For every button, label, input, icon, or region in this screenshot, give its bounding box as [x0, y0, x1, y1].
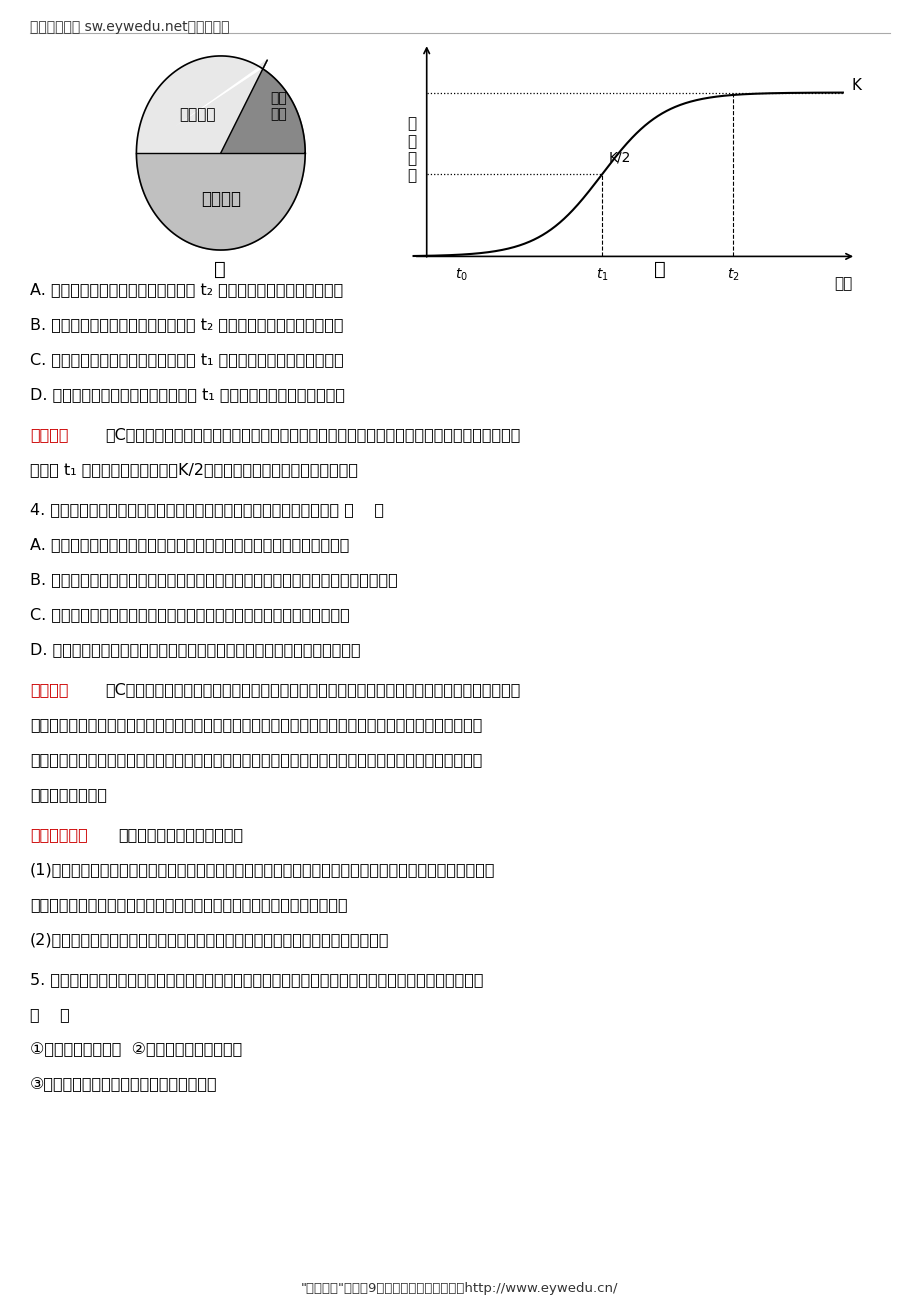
- Text: K/2: K/2: [607, 151, 630, 164]
- Text: （    ）: （ ）: [30, 1006, 70, 1022]
- Text: D. 标志重捕法调查草原田鼠种群密度时，田鼠在被捕捉过一次后更难被捕捉: D. 标志重捕法调查草原田鼠种群密度时，田鼠在被捕捉过一次后更难被捕捉: [30, 642, 360, 658]
- Text: 时间: 时间: [833, 276, 851, 292]
- Text: B. 探究培养液中酵母菌种群数量的变化时，从试管中吸出培养液计数前没有振荡试管: B. 探究培养液中酵母菌种群数量的变化时，从试管中吸出培养液计数前没有振荡试管: [30, 572, 397, 587]
- Text: D. 甲图的年龄组成是稳定型，在乙图 t₁ 时期很可能属于这种年龄组成: D. 甲图的年龄组成是稳定型，在乙图 t₁ 时期很可能属于这种年龄组成: [30, 387, 345, 402]
- Polygon shape: [136, 152, 305, 250]
- Text: 调查值偏高；探究培养液中酵母菌种群数量的变化时，没有振荡试管，酵母菌分布不均匀，可能取到密度大: 调查值偏高；探究培养液中酵母菌种群数量的变化时，没有振荡试管，酵母菌分布不均匀，…: [30, 717, 482, 732]
- Text: 成年个体: 成年个体: [178, 108, 215, 122]
- Text: 生物备课大师 sw.eywedu.net【全免费】: 生物备课大师 sw.eywedu.net【全免费】: [30, 20, 229, 34]
- Text: 选C。标记物的脱落和捕捉一次后更难捕捉都会使在第二次重捕时，有标记物的个体减少，从而使: 选C。标记物的脱落和捕捉一次后更难捕捉都会使在第二次重捕时，有标记物的个体减少，…: [105, 682, 520, 697]
- Text: 选C。甲图中幼年个体所占比例明显大于其他两种年龄阶段的个体比例，所以年龄组成为增长型；: 选C。甲图中幼年个体所占比例明显大于其他两种年龄阶段的个体比例，所以年龄组成为增…: [105, 427, 520, 441]
- Text: 4. 下列调查活动或实验中，所得到数值与实际数值相比，肯定偏小的是 （    ）: 4. 下列调查活动或实验中，所得到数值与实际数值相比，肯定偏小的是 （ ）: [30, 503, 383, 517]
- Text: 【解析】: 【解析】: [30, 427, 68, 441]
- Polygon shape: [136, 56, 267, 152]
- Text: A. 甲图的年龄组成是增长型，在乙图 t₂ 时期很可能属于这种年龄组成: A. 甲图的年龄组成是增长型，在乙图 t₂ 时期很可能属于这种年龄组成: [30, 283, 343, 297]
- Text: ①种群数量最大的点  ②种群增长速率最快的点: ①种群数量最大的点 ②种群增长速率最快的点: [30, 1042, 242, 1057]
- Text: 如被标记的个体不容易再次捕获、标记物脱落等，都会导致调查数据偏高。: 如被标记的个体不容易再次捕获、标记物脱落等，都会导致调查数据偏高。: [30, 897, 347, 911]
- Polygon shape: [136, 56, 305, 250]
- Text: ③该种群迁入后环境阻力开始明显增大的点: ③该种群迁入后环境阻力开始明显增大的点: [30, 1077, 218, 1092]
- Text: 种群密度调查数据的偏差分析: 种群密度调查数据的偏差分析: [118, 827, 243, 842]
- Text: 的动物数量减少。: 的动物数量减少。: [30, 786, 107, 802]
- Text: "备课大师"全科【9门】：免注册，不收费！http://www.eywedu.cn/: "备课大师"全科【9门】：免注册，不收费！http://www.eywedu.c…: [301, 1282, 618, 1295]
- Text: 种
群
数
量: 种 群 数 量: [406, 116, 415, 184]
- Text: (1)偏高：一般情况下，导致第二次捕获中标记个体数比实际数值小的因素，都会导致最终的调查数据偏高，: (1)偏高：一般情况下，导致第二次捕获中标记个体数比实际数值小的因素，都会导致最…: [30, 862, 495, 878]
- Text: K: K: [851, 78, 861, 94]
- Text: $t_0$: $t_0$: [455, 266, 468, 283]
- Text: C. 甲图的年龄组成是增长型，在乙图 t₁ 时期很可能属于这种年龄组成: C. 甲图的年龄组成是增长型，在乙图 t₁ 时期很可能属于这种年龄组成: [30, 352, 344, 367]
- Text: $t_2$: $t_2$: [726, 266, 739, 283]
- Text: 【方法规律】: 【方法规律】: [30, 827, 87, 842]
- Text: 的部分，也可能取到密度小的部分；调查土壤中小动物类群的丰富度时，诱虫器的电灯没有打开会使收集到: 的部分，也可能取到密度小的部分；调查土壤中小动物类群的丰富度时，诱虫器的电灯没有…: [30, 753, 482, 767]
- Text: C. 调查土壤中小动物类群的丰富度时，用诱虫器采集小动物没有打开电灯: C. 调查土壤中小动物类群的丰富度时，用诱虫器采集小动物没有打开电灯: [30, 607, 349, 622]
- Text: B. 甲图的年龄组成是稳定型，在乙图 t₂ 时期很可能属于这种年龄组成: B. 甲图的年龄组成是稳定型，在乙图 t₂ 时期很可能属于这种年龄组成: [30, 316, 343, 332]
- Text: A. 标志重捕法调查池塘中鲤鱼的种群密度时，部分鲤鱼身上的标记物脱落: A. 标志重捕法调查池塘中鲤鱼的种群密度时，部分鲤鱼身上的标记物脱落: [30, 536, 349, 552]
- Polygon shape: [221, 60, 305, 152]
- Text: (2)偏低：若标记明显，被标记的个体第二次更容易被捕获，会导致调查数据偏低。: (2)偏低：若标记明显，被标记的个体第二次更容易被捕获，会导致调查数据偏低。: [30, 932, 389, 947]
- Text: $t_1$: $t_1$: [595, 266, 607, 283]
- Text: 甲: 甲: [214, 260, 226, 279]
- Text: 幼年个体: 幼年个体: [200, 190, 241, 208]
- Text: 乙图中 t₁ 时期对应的种群数量为K/2，此时增长速率最大，也为增长型。: 乙图中 t₁ 时期对应的种群数量为K/2，此时增长速率最大，也为增长型。: [30, 462, 357, 477]
- Text: 乙: 乙: [653, 260, 665, 279]
- Text: 老年
个体: 老年 个体: [269, 91, 286, 121]
- Text: 【解析】: 【解析】: [30, 682, 68, 697]
- Text: 5. 下图是某一动物种群迁入一个适宜环境后的增长曲线图，图中曲线的标号与下列各点对应正确的一项是: 5. 下图是某一动物种群迁入一个适宜环境后的增长曲线图，图中曲线的标号与下列各点…: [30, 973, 483, 987]
